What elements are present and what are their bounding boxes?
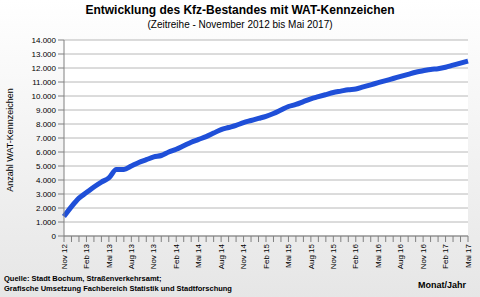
svg-text:Mai 16: Mai 16 bbox=[374, 243, 383, 268]
html-text:(Zeitreihe - November 2012 bis: (Zeitreihe - November 2012 bis Mai 2017) bbox=[147, 19, 333, 30]
svg-text:Mai 17: Mai 17 bbox=[464, 243, 473, 268]
svg-text:2.000: 2.000 bbox=[36, 204, 57, 213]
svg-text:Feb 14: Feb 14 bbox=[172, 243, 181, 268]
svg-text:4.000: 4.000 bbox=[36, 176, 57, 185]
svg-text:8.000: 8.000 bbox=[36, 120, 57, 129]
svg-text:Nov 12: Nov 12 bbox=[60, 243, 69, 269]
svg-text:Mai 15: Mai 15 bbox=[284, 243, 293, 268]
svg-text:Feb 15: Feb 15 bbox=[262, 243, 271, 268]
svg-text:6.000: 6.000 bbox=[36, 148, 57, 157]
svg-text:Nov 14: Nov 14 bbox=[239, 243, 248, 269]
html-text:Entwicklung des Kfz-Bestandes: Entwicklung des Kfz-Bestandes mit WAT-Ke… bbox=[85, 3, 395, 17]
html-text:Monat/Jahr: Monat/Jahr bbox=[418, 280, 466, 290]
svg-text:Feb 13: Feb 13 bbox=[82, 243, 91, 268]
svg-text:0: 0 bbox=[52, 232, 57, 241]
svg-text:Nov 16: Nov 16 bbox=[419, 243, 428, 269]
svg-text:13.000: 13.000 bbox=[32, 50, 57, 59]
svg-text:11.000: 11.000 bbox=[32, 78, 56, 87]
svg-text:10.000: 10.000 bbox=[32, 92, 57, 101]
svg-text:Feb 17: Feb 17 bbox=[441, 243, 450, 268]
svg-text:Aug 13: Aug 13 bbox=[127, 243, 136, 269]
svg-text:Mai 14: Mai 14 bbox=[194, 243, 203, 268]
html-text:Quelle: Stadt Bochum, Straßenv: Quelle: Stadt Bochum, Straßenverkehrsamt… bbox=[4, 274, 162, 283]
svg-text:Feb 16: Feb 16 bbox=[351, 243, 360, 268]
svg-text:Nov 15: Nov 15 bbox=[329, 243, 338, 269]
svg-text:3.000: 3.000 bbox=[36, 190, 57, 199]
svg-text:Aug 15: Aug 15 bbox=[307, 243, 316, 269]
svg-text:9.000: 9.000 bbox=[36, 106, 57, 115]
html-text:Grafische Umsetzung Fachbereic: Grafische Umsetzung Fachbereich Statisti… bbox=[4, 284, 232, 293]
svg-text:5.000: 5.000 bbox=[36, 162, 57, 171]
html-text:Anzahl WAT-Kennzeichen: Anzahl WAT-Kennzeichen bbox=[5, 88, 15, 192]
svg-text:14.000: 14.000 bbox=[32, 36, 57, 45]
svg-text:7.000: 7.000 bbox=[36, 134, 57, 143]
svg-text:Nov 13: Nov 13 bbox=[149, 243, 158, 269]
svg-text:12.000: 12.000 bbox=[32, 64, 57, 73]
svg-text:1.000: 1.000 bbox=[36, 218, 57, 227]
svg-text:Aug 16: Aug 16 bbox=[396, 243, 405, 269]
svg-text:Mai 13: Mai 13 bbox=[105, 243, 114, 268]
svg-text:Aug 14: Aug 14 bbox=[217, 243, 226, 269]
